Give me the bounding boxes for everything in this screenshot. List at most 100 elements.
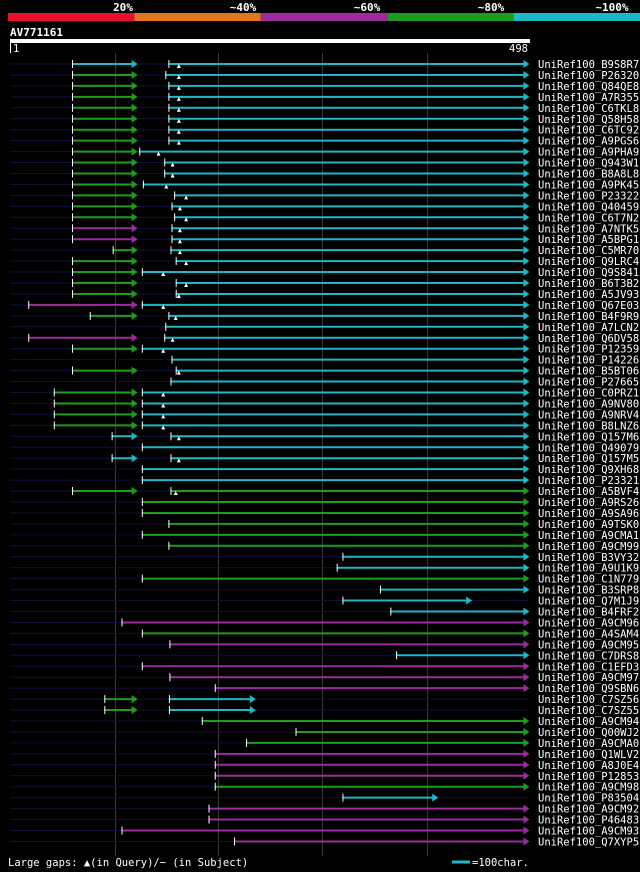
hit-row[interactable]: UniRef100_C1N779 [10, 574, 639, 586]
hit-row[interactable]: UniRef100_A9PGS6 [10, 136, 639, 148]
hit-row[interactable]: UniRef100_Q40459 [10, 201, 639, 213]
hit-row[interactable]: UniRef100_C7DRS8 [10, 650, 639, 662]
hit-label[interactable]: UniRef100_C6TKL8 [538, 103, 639, 115]
hit-label[interactable]: UniRef100_A4SAM4 [538, 628, 639, 640]
hit-row[interactable]: UniRef100_A9NV80 [10, 398, 639, 410]
hit-row[interactable]: UniRef100_B4F9R9 [10, 311, 639, 323]
hit-label[interactable]: UniRef100_B4F9R9 [538, 311, 639, 323]
hit-label[interactable]: UniRef100_A9PHA9 [538, 147, 639, 159]
hit-label[interactable]: UniRef100_Q58H58 [538, 114, 639, 126]
hit-label[interactable]: UniRef100_B5BT06 [538, 366, 639, 378]
hit-label[interactable]: UniRef100_Q9SBN6 [538, 683, 639, 695]
hit-label[interactable]: UniRef100_B9S8R7 [538, 59, 639, 71]
hit-row[interactable]: UniRef100_A9CM92 [10, 804, 639, 816]
hit-row[interactable]: UniRef100_Q1WLV2 [10, 749, 639, 761]
hit-label[interactable]: UniRef100_A9CM93 [538, 826, 639, 838]
hit-label[interactable]: UniRef100_Q157M6 [538, 431, 639, 443]
hit-row[interactable]: UniRef100_A7LCN2 [10, 322, 639, 334]
hit-label[interactable]: UniRef100_A9TSK0 [538, 519, 639, 531]
hit-row[interactable]: UniRef100_P83504 [10, 793, 639, 805]
hit-row[interactable]: UniRef100_A9CMA0 [10, 738, 639, 750]
hit-label[interactable]: UniRef100_P12853 [538, 771, 639, 783]
hit-label[interactable]: UniRef100_C6T7N2 [538, 212, 639, 224]
hit-label[interactable]: UniRef100_B6T3B2 [538, 278, 639, 290]
hit-row[interactable]: UniRef100_A4SAM4 [10, 628, 639, 640]
hit-row[interactable]: UniRef100_A5JV93 [10, 289, 639, 301]
hit-label[interactable]: UniRef100_Q9XH68 [538, 464, 639, 476]
hit-row[interactable]: UniRef100_P12853 [10, 771, 639, 783]
hit-row[interactable]: UniRef100_A8J0E4 [10, 760, 639, 772]
hit-label[interactable]: UniRef100_Q84QE8 [538, 81, 639, 93]
hit-label[interactable]: UniRef100_A9CM96 [538, 617, 639, 629]
hit-row[interactable]: UniRef100_P23322 [10, 190, 639, 202]
hit-row[interactable]: UniRef100_Q58H58 [10, 114, 639, 126]
hit-row[interactable]: UniRef100_A9PHA9 [10, 147, 639, 159]
hit-label[interactable]: UniRef100_Q9LRC4 [538, 256, 639, 268]
hit-row[interactable]: UniRef100_C6T7N2 [10, 212, 639, 224]
hit-row[interactable]: UniRef100_Q6DV58 [10, 333, 639, 345]
hit-row[interactable]: UniRef100_Q943W1 [10, 158, 639, 170]
hit-row[interactable]: UniRef100_Q9S841 [10, 267, 639, 279]
hit-label[interactable]: UniRef100_C7DRS8 [538, 650, 639, 662]
hit-row[interactable]: UniRef100_B4FRF2 [10, 607, 639, 619]
hit-label[interactable]: UniRef100_A7LCN2 [538, 322, 639, 334]
hit-row[interactable]: UniRef100_Q9SBN6 [10, 683, 639, 695]
hit-label[interactable]: UniRef100_P23322 [538, 190, 639, 202]
hit-label[interactable]: UniRef100_C5MR70 [538, 245, 639, 257]
hit-label[interactable]: UniRef100_A9CM92 [538, 804, 639, 816]
hit-label[interactable]: UniRef100_B4FRF2 [538, 607, 639, 619]
hit-row[interactable]: UniRef100_Q9LRC4 [10, 256, 639, 268]
hit-row[interactable]: UniRef100_A5BPG1 [10, 234, 639, 246]
hit-label[interactable]: UniRef100_A9CM97 [538, 672, 639, 684]
hit-row[interactable]: UniRef100_Q7XYP5 [10, 836, 639, 848]
hit-row[interactable]: UniRef100_B3VY32 [10, 552, 639, 564]
hit-row[interactable]: UniRef100_Q9XH68 [10, 464, 639, 476]
hit-row[interactable]: UniRef100_B5BT06 [10, 366, 639, 378]
hit-label[interactable]: UniRef100_Q00WJ2 [538, 727, 639, 739]
hit-label[interactable]: UniRef100_A9CM98 [538, 782, 639, 794]
hit-label[interactable]: UniRef100_A9CMA0 [538, 738, 639, 750]
hit-row[interactable]: UniRef100_Q49079 [10, 442, 639, 454]
hit-label[interactable]: UniRef100_A9SA96 [538, 508, 639, 520]
hit-label[interactable]: UniRef100_A9CMA1 [538, 530, 639, 542]
hit-label[interactable]: UniRef100_C7SZ55 [538, 705, 639, 717]
hit-label[interactable]: UniRef100_A7NTK5 [538, 223, 639, 235]
hit-label[interactable]: UniRef100_P83504 [538, 793, 639, 805]
hit-row[interactable]: UniRef100_C0PRZ1 [10, 388, 639, 400]
hit-row[interactable]: UniRef100_A9U1K9 [10, 563, 639, 575]
hit-row[interactable]: UniRef100_A9PK45 [10, 179, 639, 191]
hit-row[interactable]: UniRef100_C6TC92 [10, 125, 639, 137]
hit-label[interactable]: UniRef100_B8A8L8 [538, 169, 639, 181]
hit-label[interactable]: UniRef100_P23321 [538, 475, 639, 487]
hit-row[interactable]: UniRef100_P12359 [10, 344, 639, 356]
hit-row[interactable]: UniRef100_B8LNZ6 [10, 420, 639, 432]
hit-row[interactable]: UniRef100_B6T3B2 [10, 278, 639, 290]
hit-label[interactable]: UniRef100_Q157M5 [538, 453, 639, 465]
hit-label[interactable]: UniRef100_P27665 [538, 377, 639, 389]
hit-label[interactable]: UniRef100_P26320 [538, 70, 639, 82]
hit-row[interactable]: UniRef100_P26320 [10, 70, 639, 82]
hit-label[interactable]: UniRef100_B3SRP8 [538, 585, 639, 597]
hit-row[interactable]: UniRef100_A7R355 [10, 92, 639, 104]
hit-row[interactable]: UniRef100_B3SRP8 [10, 585, 639, 597]
hit-row[interactable]: UniRef100_P27665 [10, 377, 639, 389]
hit-row[interactable]: UniRef100_A9CM98 [10, 782, 639, 794]
hit-label[interactable]: UniRef100_C7SZ56 [538, 694, 639, 706]
hit-label[interactable]: UniRef100_Q7M1J9 [538, 596, 639, 608]
hit-row[interactable]: UniRef100_C6TKL8 [10, 103, 639, 115]
hit-row[interactable]: UniRef100_C5MR70 [10, 245, 639, 257]
hit-label[interactable]: UniRef100_A5BVF4 [538, 486, 639, 498]
hit-label[interactable]: UniRef100_A9CM99 [538, 541, 639, 553]
hit-label[interactable]: UniRef100_C0PRZ1 [538, 388, 639, 400]
hit-row[interactable]: UniRef100_Q67E03 [10, 300, 639, 312]
hit-row[interactable]: UniRef100_A5BVF4 [10, 486, 639, 498]
hit-label[interactable]: UniRef100_A9NRV4 [538, 409, 639, 421]
hit-row[interactable]: UniRef100_C7SZ56 [10, 694, 639, 706]
hit-row[interactable]: UniRef100_Q157M5 [10, 453, 639, 465]
hit-row[interactable]: UniRef100_A9CM99 [10, 541, 639, 553]
hit-row[interactable]: UniRef100_Q00WJ2 [10, 727, 639, 739]
hit-label[interactable]: UniRef100_A8J0E4 [538, 760, 639, 772]
hit-label[interactable]: UniRef100_P14226 [538, 355, 639, 367]
hit-row[interactable]: UniRef100_P14226 [10, 355, 639, 367]
hit-label[interactable]: UniRef100_A7R355 [538, 92, 639, 104]
